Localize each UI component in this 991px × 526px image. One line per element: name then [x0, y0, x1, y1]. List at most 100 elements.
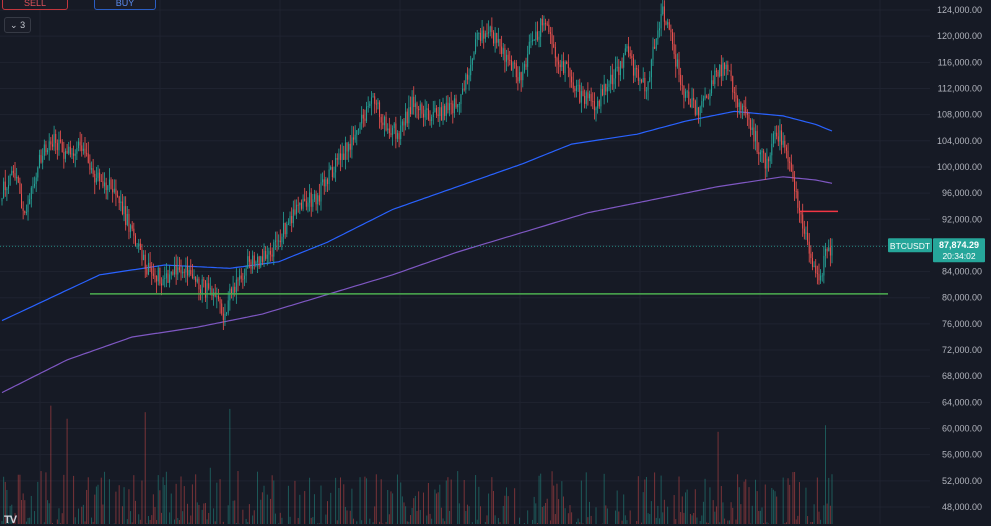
candle-body[interactable]	[275, 240, 276, 242]
candle-body[interactable]	[93, 168, 94, 174]
candle-body[interactable]	[817, 273, 818, 274]
candle-body[interactable]	[511, 60, 512, 70]
candle-body[interactable]	[545, 23, 546, 24]
candle-body[interactable]	[399, 133, 400, 139]
candle-body[interactable]	[403, 121, 404, 125]
candle-body[interactable]	[569, 68, 570, 76]
candle-body[interactable]	[412, 97, 413, 114]
candle-body[interactable]	[16, 177, 17, 178]
candle-body[interactable]	[548, 25, 549, 32]
candle-body[interactable]	[270, 251, 271, 255]
candle-body[interactable]	[747, 113, 748, 115]
candle-body[interactable]	[822, 276, 823, 277]
candle-body[interactable]	[744, 106, 745, 107]
candle-body[interactable]	[615, 68, 616, 78]
candle-body[interactable]	[776, 133, 777, 137]
candle-body[interactable]	[254, 255, 255, 263]
candle-body[interactable]	[259, 257, 260, 267]
candle-body[interactable]	[18, 177, 19, 183]
candle-body[interactable]	[786, 147, 787, 150]
candle-body[interactable]	[303, 199, 304, 209]
candle-body[interactable]	[127, 214, 128, 225]
candle-body[interactable]	[168, 273, 169, 282]
candle-body[interactable]	[449, 103, 450, 110]
candle-body[interactable]	[384, 117, 385, 125]
candle-body[interactable]	[459, 104, 460, 105]
candle-body[interactable]	[350, 144, 351, 150]
candle-body[interactable]	[587, 92, 588, 98]
candle-body[interactable]	[781, 130, 782, 144]
candle-body[interactable]	[208, 283, 209, 288]
candle-body[interactable]	[607, 87, 608, 91]
candle-body[interactable]	[369, 104, 370, 106]
candle-body[interactable]	[286, 224, 287, 234]
candle-body[interactable]	[10, 175, 11, 185]
candle-body[interactable]	[57, 143, 58, 150]
candle-body[interactable]	[381, 117, 382, 122]
candle-body[interactable]	[664, 6, 665, 21]
candle-body[interactable]	[334, 172, 335, 177]
candle-body[interactable]	[128, 214, 129, 232]
candle-body[interactable]	[514, 63, 515, 64]
candle-body[interactable]	[251, 262, 252, 269]
candle-body[interactable]	[311, 192, 312, 206]
candle-body[interactable]	[187, 266, 188, 275]
candle-body[interactable]	[438, 114, 439, 116]
candle-body[interactable]	[675, 54, 676, 66]
candle-body[interactable]	[277, 240, 278, 241]
candle-body[interactable]	[737, 98, 738, 107]
candle-body[interactable]	[143, 255, 144, 260]
candle-body[interactable]	[605, 84, 606, 91]
candle-body[interactable]	[825, 249, 826, 256]
candle-body[interactable]	[732, 76, 733, 92]
sell-button[interactable]: SELL	[2, 0, 68, 10]
candle-body[interactable]	[584, 96, 585, 104]
candle-body[interactable]	[29, 199, 30, 204]
candle-body[interactable]	[36, 178, 37, 184]
candle-body[interactable]	[247, 256, 248, 268]
candle-body[interactable]	[68, 147, 69, 154]
candle-body[interactable]	[65, 151, 66, 159]
candle-body[interactable]	[503, 48, 504, 54]
candle-body[interactable]	[202, 279, 203, 293]
candle-body[interactable]	[172, 272, 173, 275]
candle-body[interactable]	[752, 128, 753, 130]
candle-body[interactable]	[338, 153, 339, 159]
candle-body[interactable]	[801, 213, 802, 215]
candle-body[interactable]	[571, 77, 572, 83]
candle-body[interactable]	[552, 34, 553, 44]
candle-body[interactable]	[194, 277, 195, 278]
candle-body[interactable]	[19, 182, 20, 193]
candle-body[interactable]	[568, 64, 569, 68]
candle-body[interactable]	[651, 60, 652, 78]
candle-body[interactable]	[770, 155, 771, 161]
candle-body[interactable]	[600, 89, 601, 106]
candle-body[interactable]	[122, 202, 123, 214]
candle-body[interactable]	[273, 242, 274, 256]
candle-body[interactable]	[618, 67, 619, 75]
candle-body[interactable]	[812, 258, 813, 267]
candle-body[interactable]	[316, 194, 317, 204]
candle-body[interactable]	[543, 23, 544, 25]
candle-body[interactable]	[661, 14, 662, 28]
candle-body[interactable]	[249, 256, 250, 262]
candle-body[interactable]	[434, 108, 435, 112]
candle-body[interactable]	[683, 86, 684, 98]
candle-body[interactable]	[426, 108, 427, 109]
candle-body[interactable]	[425, 110, 426, 118]
candle-body[interactable]	[304, 199, 305, 201]
candle-body[interactable]	[55, 134, 56, 143]
candle-body[interactable]	[820, 276, 821, 281]
candle-body[interactable]	[739, 103, 740, 107]
candle-body[interactable]	[307, 203, 308, 207]
candle-body[interactable]	[386, 117, 387, 130]
candle-body[interactable]	[107, 186, 108, 191]
candle-body[interactable]	[509, 60, 510, 61]
candle-body[interactable]	[2, 198, 3, 201]
candle-body[interactable]	[189, 270, 190, 276]
candle-body[interactable]	[364, 119, 365, 121]
candle-body[interactable]	[169, 275, 170, 283]
candle-body[interactable]	[342, 154, 343, 160]
candle-body[interactable]	[491, 26, 492, 32]
candle-body[interactable]	[467, 74, 468, 79]
